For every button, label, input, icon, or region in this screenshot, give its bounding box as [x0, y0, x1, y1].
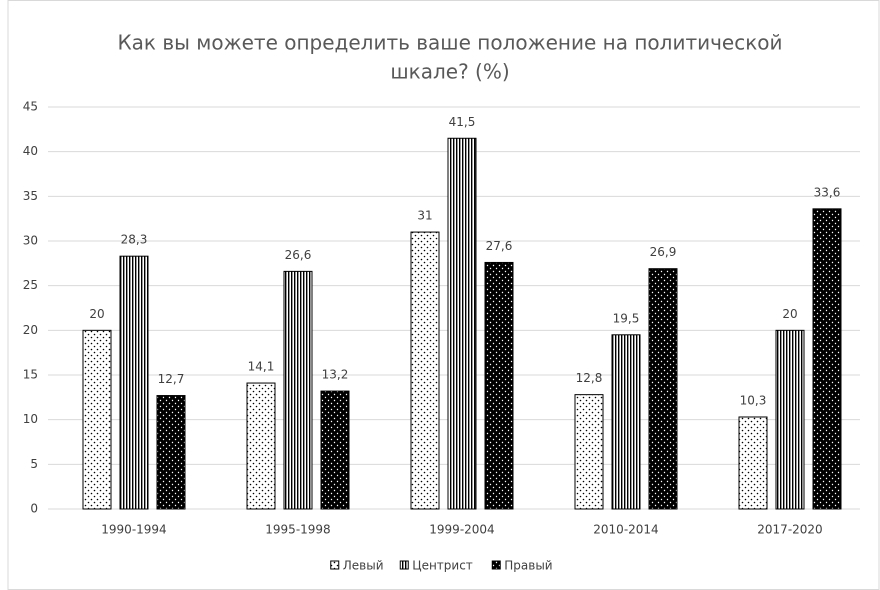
x-tick-label: 1995-1998: [265, 523, 330, 537]
chart-frame: [7, 0, 880, 590]
y-tick-label: 30: [23, 234, 38, 248]
bar: [812, 208, 842, 510]
y-tick-label: 10: [23, 412, 38, 426]
bar: [320, 390, 350, 510]
x-tick-label: 2017-2020: [757, 523, 822, 537]
bar: [484, 261, 514, 510]
legend-label: Центрист: [412, 559, 473, 573]
bar: [648, 268, 678, 510]
bar: [410, 231, 440, 510]
bar: [156, 395, 186, 510]
data-label: 10,3: [740, 393, 767, 407]
chart-title: шкале? (%): [390, 60, 509, 84]
bar: [447, 137, 477, 510]
data-label: 20: [782, 307, 797, 321]
data-label: 14,1: [248, 360, 275, 374]
data-label: 20: [89, 307, 104, 321]
y-tick-label: 25: [23, 278, 38, 292]
bar: [775, 329, 805, 510]
bar: [574, 394, 604, 510]
y-tick-label: 45: [23, 100, 38, 114]
bar: [283, 270, 313, 510]
data-label: 31: [417, 209, 432, 223]
legend-swatch: [491, 560, 501, 570]
bar: [119, 255, 149, 510]
x-tick-label: 1999-2004: [429, 523, 494, 537]
y-tick-label: 35: [23, 189, 38, 203]
bar: [82, 329, 112, 510]
legend-swatch: [399, 560, 409, 570]
bar: [611, 334, 641, 510]
data-label: 26,6: [285, 248, 312, 262]
x-tick-label: 2010-2014: [593, 523, 658, 537]
data-label: 28,3: [121, 233, 148, 247]
data-label: 19,5: [613, 311, 640, 325]
bar: [246, 382, 276, 510]
bar: [738, 416, 768, 510]
legend-swatch: [330, 560, 340, 570]
y-tick-label: 0: [30, 502, 38, 516]
data-label: 12,8: [576, 371, 603, 385]
data-label: 33,6: [814, 185, 841, 199]
data-label: 27,6: [486, 239, 513, 253]
y-tick-label: 5: [30, 457, 38, 471]
legend-label: Правый: [504, 559, 552, 573]
y-tick-label: 15: [23, 368, 38, 382]
data-label: 13,2: [322, 368, 349, 382]
chart-title: Как вы можете определить ваше положение …: [117, 31, 782, 55]
legend-label: Левый: [343, 559, 384, 573]
y-tick-label: 20: [23, 323, 38, 337]
data-label: 12,7: [158, 372, 185, 386]
data-label: 41,5: [449, 115, 476, 129]
x-tick-label: 1990-1994: [101, 523, 166, 537]
y-tick-label: 40: [23, 144, 38, 158]
data-label: 26,9: [650, 245, 677, 259]
